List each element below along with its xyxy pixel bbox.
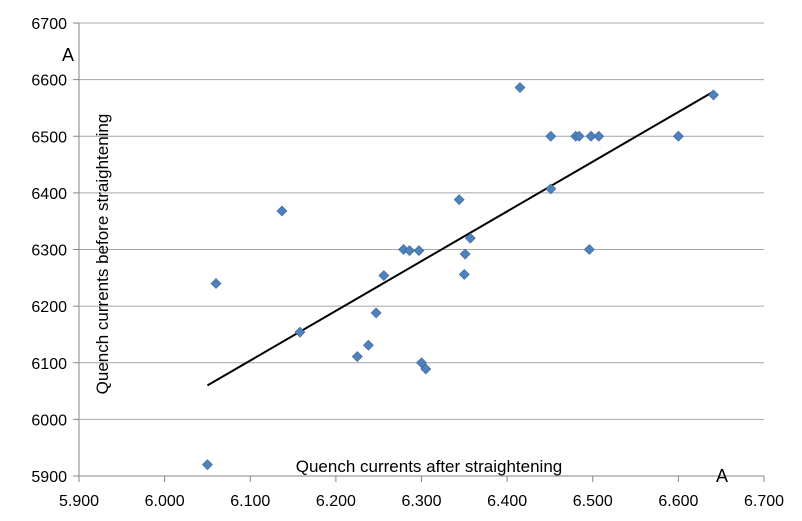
data-point [420, 363, 432, 375]
data-point [672, 130, 684, 142]
y-axis-title: Quench currents before straightening [93, 114, 112, 395]
y-tick-label: 6000 [31, 412, 67, 429]
y-unit-label: A [62, 45, 74, 65]
data-point [416, 357, 427, 369]
data-point [458, 268, 470, 280]
x-axis-title: Quench currents after straightening [296, 457, 562, 476]
trendline-group [206, 91, 714, 387]
data-point [545, 130, 557, 142]
data-point [210, 278, 222, 289]
axes [73, 22, 765, 482]
data-point [404, 245, 415, 257]
data-point [453, 194, 465, 206]
x-tick-label: 6.300 [401, 493, 441, 510]
data-point [202, 459, 213, 471]
data-points [202, 82, 719, 471]
y-tick-label: 6700 [31, 16, 67, 33]
data-point [464, 232, 476, 244]
x-tick-label: 6.500 [573, 493, 613, 510]
data-point [351, 351, 363, 362]
data-point [573, 130, 585, 142]
y-tick-label: 6200 [31, 299, 67, 316]
data-point [276, 205, 288, 217]
data-point [585, 130, 597, 142]
data-point [593, 130, 605, 142]
data-point [294, 326, 306, 338]
y-tick-label: 6400 [31, 186, 67, 203]
y-tick-label: 5900 [31, 469, 67, 486]
gridlines [79, 22, 764, 420]
data-point [370, 307, 382, 319]
x-tick-label: 6.200 [316, 493, 356, 510]
data-point [413, 245, 425, 257]
data-point [514, 82, 526, 93]
data-point [362, 339, 374, 351]
data-point [545, 183, 557, 195]
y-tick-label: 6500 [31, 129, 67, 146]
x-tick-label: 6.400 [487, 493, 527, 510]
y-tick-label: 6300 [31, 243, 67, 260]
data-point [459, 248, 471, 260]
y-tick-label: 6600 [31, 73, 67, 90]
y-tick-label: 6100 [31, 356, 67, 373]
x-tick-label: 6.600 [658, 493, 698, 510]
x-tick-labels: 5.900 6.000 6.100 6.200 6.300 6.400 6.500 6.600… [59, 493, 784, 510]
x-tick-label: 6.000 [145, 493, 185, 510]
x-tick-label: 6.700 [744, 493, 784, 510]
trendline [206, 91, 714, 387]
x-unit-label: A [716, 466, 728, 486]
data-point [378, 270, 390, 281]
x-tick-label: 5.900 [59, 493, 99, 510]
data-point [583, 244, 595, 255]
data-point [708, 89, 719, 101]
x-tick-label: 6.100 [230, 493, 270, 510]
y-tick-labels: 5900 6000 6100 6200 6300 6400 6500 6600 6700 [31, 16, 67, 486]
data-point [398, 244, 409, 255]
